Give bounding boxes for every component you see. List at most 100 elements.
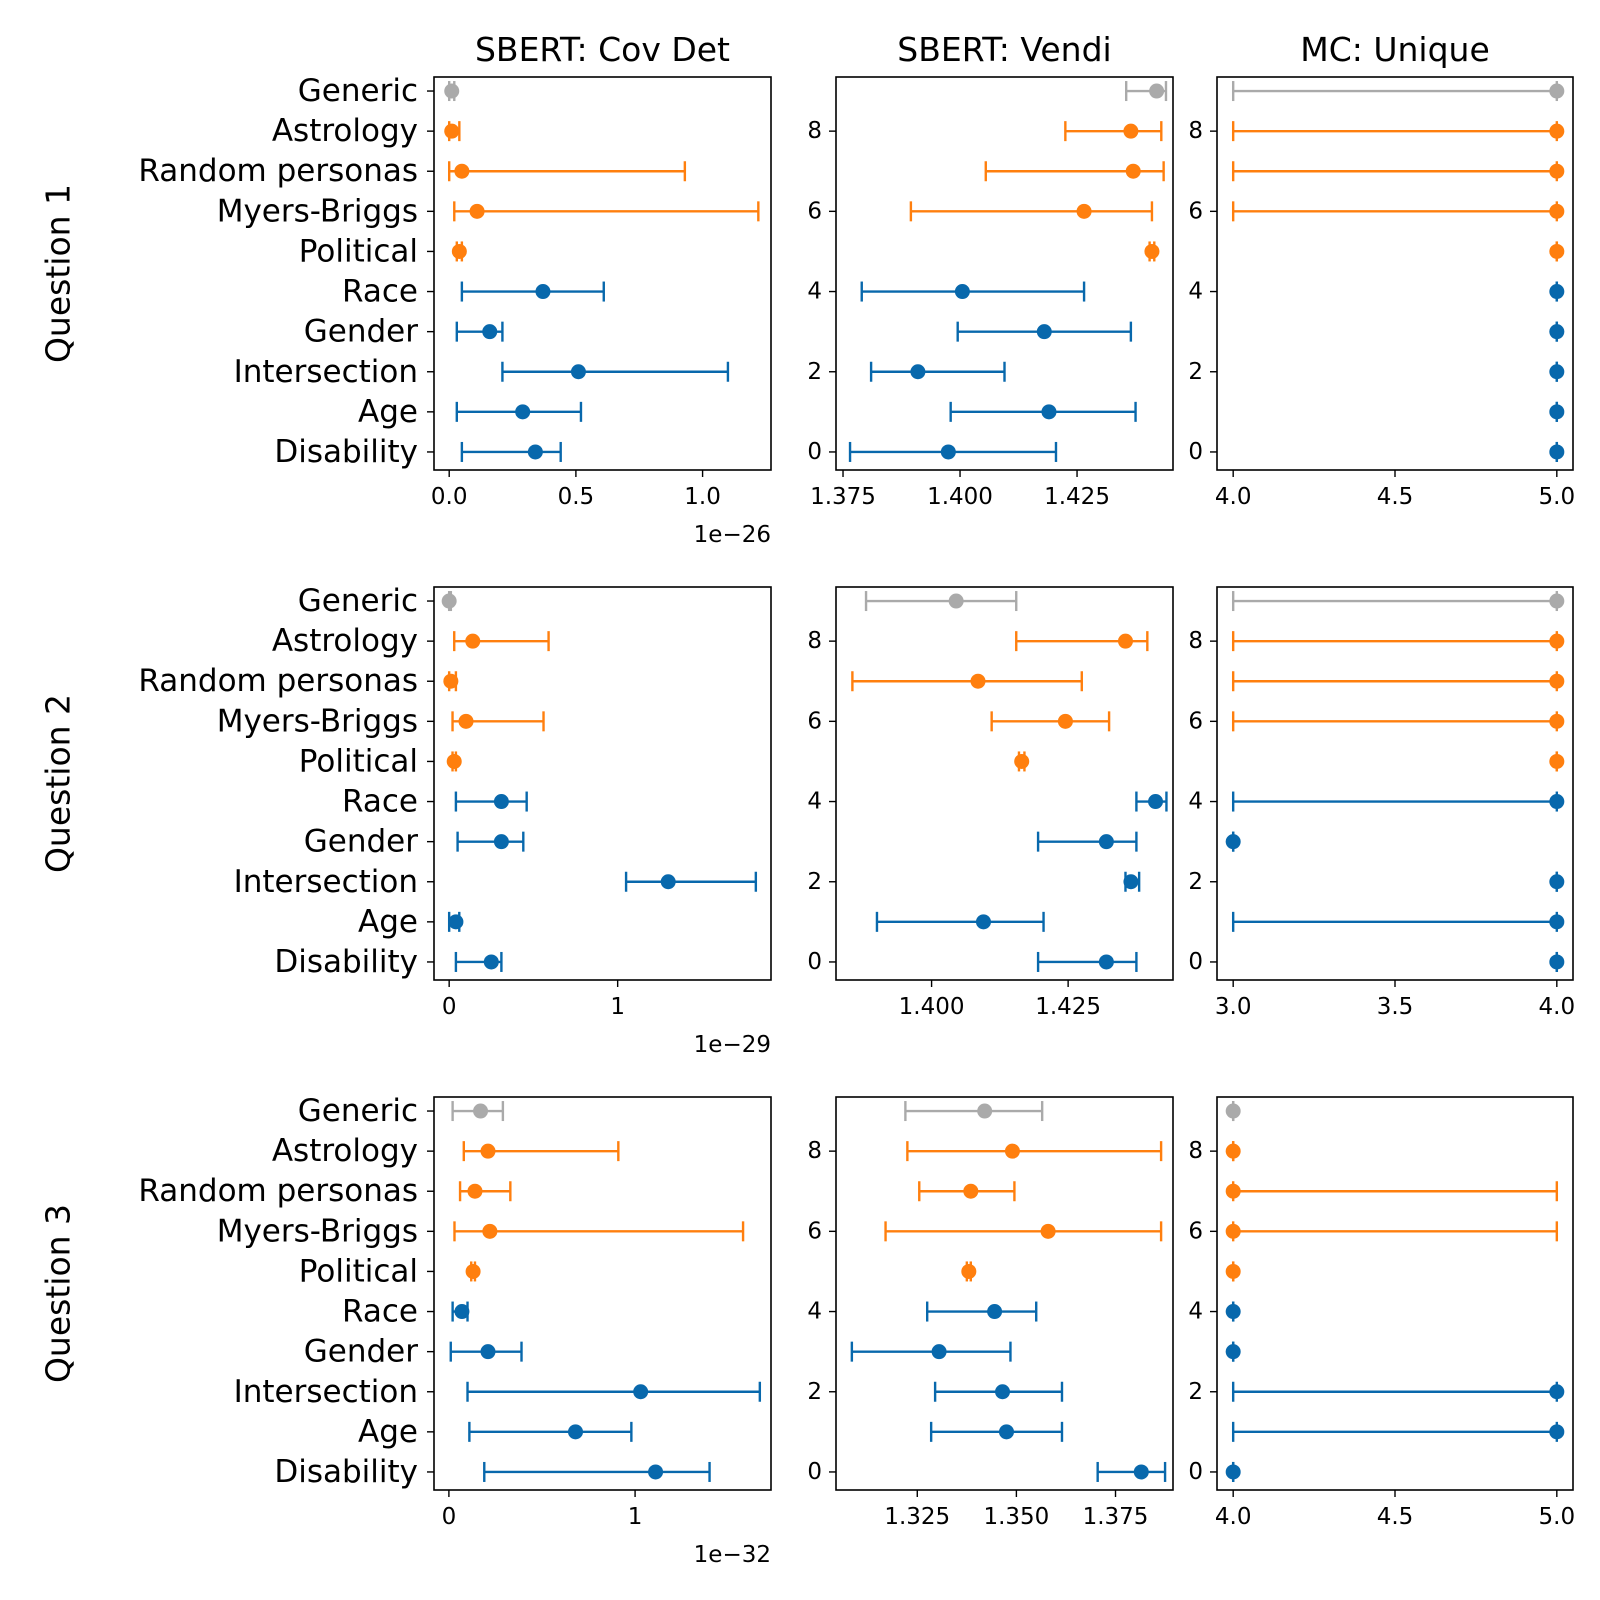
y-tick-label: 4	[1188, 789, 1203, 815]
mean-marker	[633, 1384, 649, 1400]
mean-marker	[444, 123, 460, 139]
mean-marker	[1549, 874, 1565, 890]
x-tick-label: 4.0	[1539, 994, 1576, 1020]
data-point-gender	[1036, 831, 1138, 852]
mean-marker	[1549, 673, 1565, 689]
data-point-political	[1014, 751, 1030, 772]
mean-marker	[961, 1263, 977, 1279]
row-labels: Question 1 Question 2 Question 3	[39, 184, 78, 1383]
data-point-random-personas	[1231, 161, 1565, 182]
x-tick-label: 1.375	[810, 484, 876, 510]
data-point-gender	[449, 1341, 523, 1362]
row-label-question-1: Question 1	[39, 184, 78, 363]
mean-marker	[1148, 794, 1164, 810]
row-label-question-2: Question 2	[39, 694, 78, 873]
category-label: Race	[342, 784, 418, 820]
y-tick-label: 2	[807, 1379, 822, 1405]
mean-marker	[660, 874, 676, 890]
y-tick-label: 8	[1188, 628, 1203, 654]
panel-r3-c1: 0 1 1e−32 Generic Astrology Random personas My…	[138, 1093, 772, 1568]
mean-marker	[987, 1304, 1003, 1320]
mean-marker	[1549, 284, 1565, 300]
mean-marker	[1036, 324, 1052, 340]
mean-marker	[483, 954, 499, 970]
panel-title: SBERT: Cov Det	[475, 30, 730, 69]
data-point-astrology	[906, 1141, 1163, 1162]
mean-marker	[648, 1464, 664, 1480]
mean-marker	[1549, 753, 1565, 769]
x-tick-label: 1.375	[1083, 1504, 1149, 1530]
x-tick-label: 3.5	[1377, 994, 1414, 1020]
mean-marker	[480, 1344, 496, 1360]
y-tick-label: 0	[807, 949, 822, 975]
y-tick-label: 6	[807, 1218, 822, 1244]
data-point-generic	[864, 591, 1018, 612]
mean-marker	[1549, 203, 1565, 219]
data-point-astrology	[1064, 121, 1163, 142]
data-point-race	[925, 1301, 1038, 1322]
x-tick-label: 1.350	[983, 1504, 1049, 1530]
mean-marker	[568, 1424, 584, 1440]
category-label: Myers-Briggs	[217, 703, 418, 739]
mean-marker	[1549, 794, 1565, 810]
data-point-intersection	[1549, 871, 1565, 892]
y-tick-label: 8	[1188, 118, 1203, 144]
panel-title: MC: Unique	[1300, 30, 1490, 69]
mean-marker	[1225, 1263, 1241, 1279]
category-label: Gender	[304, 314, 418, 350]
y-tick-label: 0	[1188, 1459, 1203, 1485]
data-point-intersection	[624, 871, 758, 892]
x-tick-label: 0	[442, 1504, 457, 1530]
mean-marker	[482, 1223, 498, 1239]
x-tick-label: 4.5	[1377, 1504, 1414, 1530]
panel-r3-c2: 1.325 1.350 1.375 0 2 4 6 8	[807, 1096, 1174, 1530]
data-point-age	[1231, 911, 1565, 932]
mean-marker	[451, 243, 467, 259]
mean-marker	[1125, 163, 1141, 179]
data-point-intersection	[1123, 871, 1141, 892]
mean-marker	[963, 1183, 979, 1199]
data-point-random-personas	[984, 161, 1165, 182]
mean-marker	[493, 834, 509, 850]
data-point-gender	[850, 1341, 1012, 1362]
mean-marker	[443, 673, 459, 689]
data-point-random-personas	[458, 1181, 512, 1202]
mean-marker	[1549, 633, 1565, 649]
mean-marker	[1098, 954, 1114, 970]
data-point-disability	[1549, 441, 1565, 462]
axes-frame	[433, 586, 772, 981]
x-offset-label: 1e−32	[694, 1542, 771, 1568]
mean-marker	[1549, 444, 1565, 460]
category-label: Age	[358, 1414, 418, 1450]
data-point-generic	[451, 1101, 505, 1122]
mean-marker	[1549, 163, 1565, 179]
data-point-myers-briggs	[990, 711, 1111, 732]
x-tick-label: 1.425	[1044, 484, 1110, 510]
data-point-intersection	[869, 361, 1006, 382]
y-tick-label: 0	[807, 1459, 822, 1485]
mean-marker	[1549, 1424, 1565, 1440]
mean-marker	[535, 284, 551, 300]
data-point-random-personas	[851, 671, 1083, 692]
data-point-political	[451, 241, 467, 262]
mean-marker	[1549, 1384, 1565, 1400]
data-point-gender	[1549, 321, 1565, 342]
mean-marker	[948, 593, 964, 609]
data-point-gender	[455, 321, 504, 342]
y-tick-label: 2	[1188, 359, 1203, 385]
category-label: Astrology	[272, 623, 418, 659]
x-tick-label: 0.0	[431, 484, 468, 510]
data-point-race	[1225, 1301, 1241, 1322]
category-label: Astrology	[272, 1133, 418, 1169]
y-tick-label: 0	[807, 439, 822, 465]
mean-marker	[482, 324, 498, 340]
mean-marker	[1225, 1304, 1241, 1320]
mean-marker	[469, 203, 485, 219]
mean-marker	[970, 673, 986, 689]
data-point-generic	[1124, 81, 1168, 102]
category-label: Race	[342, 274, 418, 310]
category-label: Gender	[304, 1334, 418, 1370]
panel-title: SBERT: Vendi	[897, 30, 1111, 69]
data-point-generic	[441, 591, 457, 612]
panel-r1-c2: SBERT: Vendi 1.375 1.400 1.425 0 2 4 6 8	[807, 30, 1174, 510]
